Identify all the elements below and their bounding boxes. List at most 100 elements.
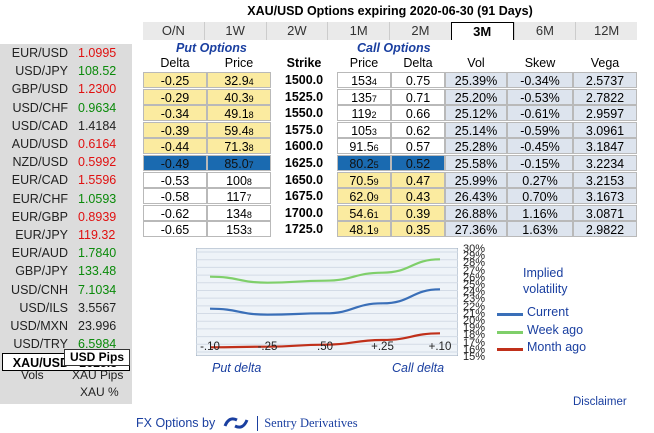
pair-eur-gbp[interactable]: EUR/GBP 0.8939 [2,208,130,226]
vol-cell[interactable]: 25.14% [445,121,507,138]
call-price-cell[interactable]: 1053 [337,121,391,138]
strike-row[interactable]: -0.53 1008 1650.0 70.59 0.47 25.99% 0.27% 3.215… [143,171,637,189]
pair-usd-chf[interactable]: USD/CHF 0.9634 [2,99,130,117]
pair-aud-usd[interactable]: AUD/USD 0.6164 [2,135,130,153]
pair-usd-ils[interactable]: USD/ILS 3.5567 [2,299,130,317]
put-delta-cell[interactable]: -0.49 [143,155,207,171]
put-delta-cell[interactable]: -0.58 [143,188,207,205]
pair-eur-jpy[interactable]: EUR/JPY 119.32 [2,226,130,244]
call-delta-cell[interactable]: 0.62 [391,121,445,138]
vega-cell[interactable]: 3.2153 [573,171,637,188]
pair-usd-try[interactable]: USD/TRY 6.5984 [2,335,130,353]
put-price-cell[interactable]: 1533 [207,221,271,238]
put-price-cell[interactable]: 1008 [207,171,271,188]
units-xau-pips-button[interactable]: XAU Pips [72,368,124,382]
call-price-cell[interactable]: 54.61 [337,204,391,221]
pair-eur-usd[interactable]: EUR/USD 1.0995 [2,44,130,62]
vol-cell[interactable]: 25.58% [445,155,507,171]
strike-row[interactable]: -0.65 1533 1725.0 48.19 0.35 27.36% 1.63% 2.982… [143,221,637,238]
vol-cell[interactable]: 25.20% [445,88,507,105]
vega-cell[interactable]: 2.9597 [573,105,637,122]
call-price-cell[interactable]: 1192 [337,105,391,122]
skew-cell[interactable]: -0.15% [507,155,573,171]
put-price-cell[interactable]: 59.48 [207,121,271,138]
vol-cell[interactable]: 25.28% [445,138,507,155]
vega-cell[interactable]: 2.7822 [573,88,637,105]
vega-cell[interactable]: 3.0961 [573,121,637,138]
strike-row[interactable]: -0.34 49.18 1550.0 1192 0.66 25.12% -0.61% 2.95… [143,105,637,122]
tab-1w[interactable]: 1W [203,22,266,40]
vols-label[interactable]: Vols [21,368,44,382]
skew-cell[interactable]: 0.27% [507,171,573,188]
strike-row[interactable]: -0.39 59.48 1575.0 1053 0.62 25.14% -0.59% 3.09… [143,121,637,139]
skew-cell[interactable]: 1.63% [507,221,573,238]
vega-cell[interactable]: 2.9822 [573,221,637,238]
pair-eur-cad[interactable]: EUR/CAD 1.5596 [2,171,130,189]
call-delta-cell[interactable]: 0.71 [391,88,445,105]
vega-cell[interactable]: 2.5737 [573,72,637,88]
put-price-cell[interactable]: 1177 [207,188,271,205]
call-price-cell[interactable]: 1357 [337,88,391,105]
put-delta-cell[interactable]: -0.44 [143,138,207,155]
call-delta-cell[interactable]: 0.66 [391,105,445,122]
call-delta-cell[interactable]: 0.35 [391,221,445,238]
vega-cell[interactable]: 3.2234 [573,155,637,171]
call-price-cell[interactable]: 70.59 [337,171,391,188]
call-delta-cell[interactable]: 0.43 [391,188,445,205]
vol-cell[interactable]: 26.88% [445,204,507,221]
strike-row[interactable]: -0.44 71.38 1600.0 91.56 0.57 25.28% -0.45% 3.1… [143,138,637,155]
strike-row[interactable]: -0.62 1348 1700.0 54.61 0.39 26.88% 1.16% 3.087… [143,204,637,222]
skew-cell[interactable]: -0.34% [507,72,573,88]
put-delta-cell[interactable]: -0.62 [143,204,207,221]
call-delta-cell[interactable]: 0.75 [391,72,445,88]
skew-cell[interactable]: -0.45% [507,138,573,155]
pair-usd-jpy[interactable]: USD/JPY 108.52 [2,62,130,80]
tab-1m[interactable]: 1M [327,22,389,40]
skew-cell[interactable]: -0.53% [507,88,573,105]
call-delta-cell[interactable]: 0.47 [391,171,445,188]
pair-gbp-usd[interactable]: GBP/USD 1.2300 [2,80,130,98]
strike-row[interactable]: -0.49 85.07 1625.0 80.25 0.52 25.58% -0.15% 3.2… [143,155,637,172]
call-price-cell[interactable]: 48.19 [337,221,391,238]
pair-nzd-usd[interactable]: NZD/USD 0.5992 [2,153,130,171]
units-xau-percent-button[interactable]: XAU % [80,385,119,399]
pair-usd-cnh[interactable]: USD/CNH 7.1034 [2,281,130,299]
put-price-cell[interactable]: 40.39 [207,88,271,105]
put-delta-cell[interactable]: -0.65 [143,221,207,238]
put-delta-cell[interactable]: -0.25 [143,72,207,88]
strike-row[interactable]: -0.29 40.39 1525.0 1357 0.71 25.20% -0.53% 2.78… [143,88,637,106]
vol-cell[interactable]: 25.12% [445,105,507,122]
call-delta-cell[interactable]: 0.52 [391,155,445,171]
tab-3m[interactable]: 3M [450,22,514,40]
strike-row[interactable]: -0.58 1177 1675.0 62.09 0.43 26.43% 0.70% 3.167… [143,188,637,205]
skew-cell[interactable]: -0.59% [507,121,573,138]
put-delta-cell[interactable]: -0.29 [143,88,207,105]
put-delta-cell[interactable]: -0.53 [143,171,207,188]
tab-2w[interactable]: 2W [265,22,328,40]
put-price-cell[interactable]: 71.38 [207,138,271,155]
put-delta-cell[interactable]: -0.34 [143,105,207,122]
skew-cell[interactable]: 0.70% [507,188,573,205]
units-usd-pips-button[interactable]: USD Pips [64,349,130,366]
pair-gbp-jpy[interactable]: GBP/JPY 133.48 [2,262,130,280]
vol-cell[interactable]: 26.43% [445,188,507,205]
put-price-cell[interactable]: 85.07 [207,155,271,171]
vega-cell[interactable]: 3.1847 [573,138,637,155]
call-price-cell[interactable]: 1534 [337,72,391,88]
pair-usd-mxn[interactable]: USD/MXN 23.996 [2,317,130,335]
vol-cell[interactable]: 27.36% [445,221,507,238]
vol-cell[interactable]: 25.39% [445,72,507,88]
vega-cell[interactable]: 3.0871 [573,204,637,221]
put-price-cell[interactable]: 1348 [207,204,271,221]
vol-cell[interactable]: 25.99% [445,171,507,188]
put-price-cell[interactable]: 49.18 [207,105,271,122]
strike-row[interactable]: -0.25 32.94 1500.0 1534 0.75 25.39% -0.34% 2.57… [143,72,637,89]
call-delta-cell[interactable]: 0.39 [391,204,445,221]
call-price-cell[interactable]: 80.25 [337,155,391,171]
put-price-cell[interactable]: 32.94 [207,72,271,88]
tab-12m[interactable]: 12M [575,22,637,40]
pair-eur-aud[interactable]: EUR/AUD 1.7840 [2,244,130,262]
disclaimer-link[interactable]: Disclaimer [573,396,627,408]
skew-cell[interactable]: -0.61% [507,105,573,122]
vega-cell[interactable]: 3.1673 [573,188,637,205]
